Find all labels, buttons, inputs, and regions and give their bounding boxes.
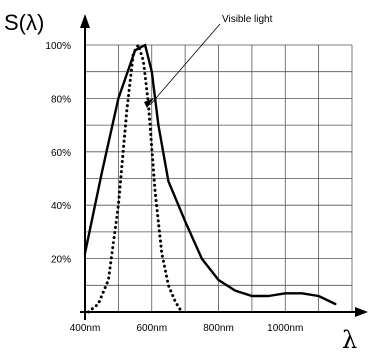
annotation-group: Visible light xyxy=(144,14,273,108)
grid xyxy=(85,44,353,312)
y-tick-label: 20% xyxy=(51,255,71,266)
x-tick-labels: 400nm 600nm 800nm 1000nm xyxy=(70,323,304,334)
y-tick-label: 80% xyxy=(51,94,71,105)
annotation-arrowhead xyxy=(144,98,154,108)
x-axis-label: λ xyxy=(342,326,357,354)
y-axis-arrow xyxy=(80,14,90,28)
y-tick-label: 60% xyxy=(51,148,71,159)
series-line-solid xyxy=(83,43,337,306)
annotation-leader-line xyxy=(149,23,221,106)
x-tick-label: 1000nm xyxy=(267,323,303,334)
y-tick-labels: 20% 40% 60% 80% 100% xyxy=(45,41,71,266)
annotation-label: Visible light xyxy=(222,14,273,25)
y-axis-label: S(λ) xyxy=(4,10,44,35)
x-tick-label: 800nm xyxy=(203,323,234,334)
x-tick-label: 400nm xyxy=(70,323,101,334)
series-group xyxy=(83,43,337,314)
x-tick-label: 600nm xyxy=(136,323,167,334)
y-tick-label: 100% xyxy=(45,41,71,52)
series-line-dotted xyxy=(86,43,184,314)
y-tick-label: 40% xyxy=(51,201,71,212)
axes xyxy=(80,14,368,320)
x-axis-arrow xyxy=(355,307,368,317)
